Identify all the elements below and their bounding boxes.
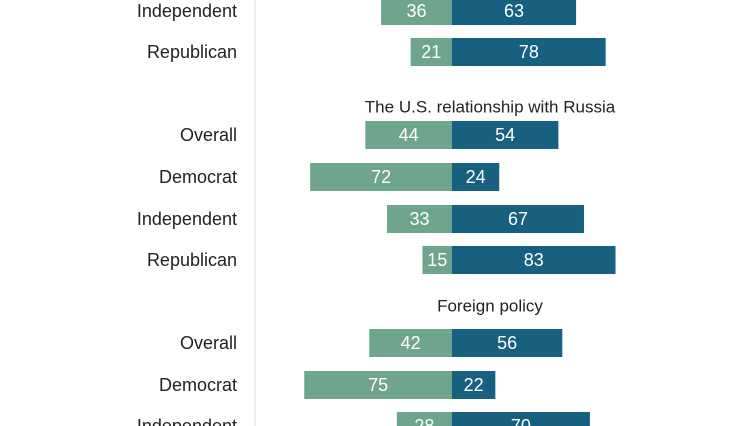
- right-bar: [452, 329, 563, 357]
- section-title: The U.S. relationship with Russia: [365, 97, 616, 116]
- section-title: Foreign policy: [437, 296, 543, 315]
- right-bar: [452, 163, 500, 191]
- right-value-label: 56: [497, 333, 517, 353]
- bar-row: Republican 21 78: [147, 38, 606, 66]
- left-bar: [422, 246, 452, 274]
- row-label: Democrat: [159, 167, 237, 187]
- right-bar: [452, 371, 496, 399]
- chart-section: Independent 36 63 Republican 21 78: [137, 0, 606, 66]
- left-bar: [310, 163, 452, 191]
- right-value-label: 24: [466, 167, 486, 187]
- right-value-label: 54: [495, 125, 515, 145]
- right-bar: [452, 38, 606, 66]
- left-bar: [386, 205, 452, 233]
- row-label: Overall: [180, 125, 237, 145]
- left-bar: [410, 38, 452, 66]
- bar-row: Independent 28 70: [137, 412, 590, 426]
- left-value-label: 44: [399, 125, 419, 145]
- left-value-label: 33: [409, 209, 429, 229]
- left-bar: [304, 371, 452, 399]
- row-label: Independent: [137, 209, 237, 229]
- row-label: Overall: [180, 333, 237, 353]
- left-bar: [365, 121, 452, 149]
- chart-section: The U.S. relationship with Russia Overall…: [137, 97, 616, 274]
- right-bar: [452, 121, 559, 149]
- left-value-label: 28: [414, 416, 434, 426]
- row-label: Republican: [147, 42, 237, 62]
- right-value-label: 67: [508, 209, 528, 229]
- bar-row: Independent 33 67: [137, 205, 584, 233]
- bar-row: Overall 44 54: [180, 121, 559, 149]
- left-value-label: 42: [401, 333, 421, 353]
- left-value-label: 21: [421, 42, 441, 62]
- row-label: Independent: [137, 416, 237, 426]
- row-label: Republican: [147, 250, 237, 270]
- right-value-label: 70: [511, 416, 531, 426]
- right-value-label: 63: [504, 1, 524, 21]
- right-value-label: 78: [519, 42, 539, 62]
- left-bar: [369, 329, 452, 357]
- bar-row: Democrat 72 24: [159, 163, 500, 191]
- right-bar: [452, 0, 577, 25]
- left-bar: [396, 412, 452, 426]
- right-value-label: 83: [524, 250, 544, 270]
- right-value-label: 22: [464, 375, 484, 395]
- left-value-label: 36: [407, 1, 427, 21]
- bar-row: Republican 15 83: [147, 246, 616, 274]
- right-bar: [452, 246, 616, 274]
- row-label: Democrat: [159, 375, 237, 395]
- chart-section: Foreign policy Overall 42 56 Democrat 75 22 Ind…: [137, 296, 590, 426]
- bar-row: Democrat 75 22: [159, 371, 496, 399]
- left-value-label: 75: [368, 375, 388, 395]
- right-bar: [452, 412, 590, 426]
- row-label: Independent: [137, 1, 237, 21]
- bar-row: Independent 36 63: [137, 0, 577, 25]
- left-value-label: 15: [427, 250, 447, 270]
- right-bar: [452, 205, 584, 233]
- left-bar: [381, 0, 452, 25]
- left-value-label: 72: [371, 167, 391, 187]
- bar-row: Overall 42 56: [180, 329, 563, 357]
